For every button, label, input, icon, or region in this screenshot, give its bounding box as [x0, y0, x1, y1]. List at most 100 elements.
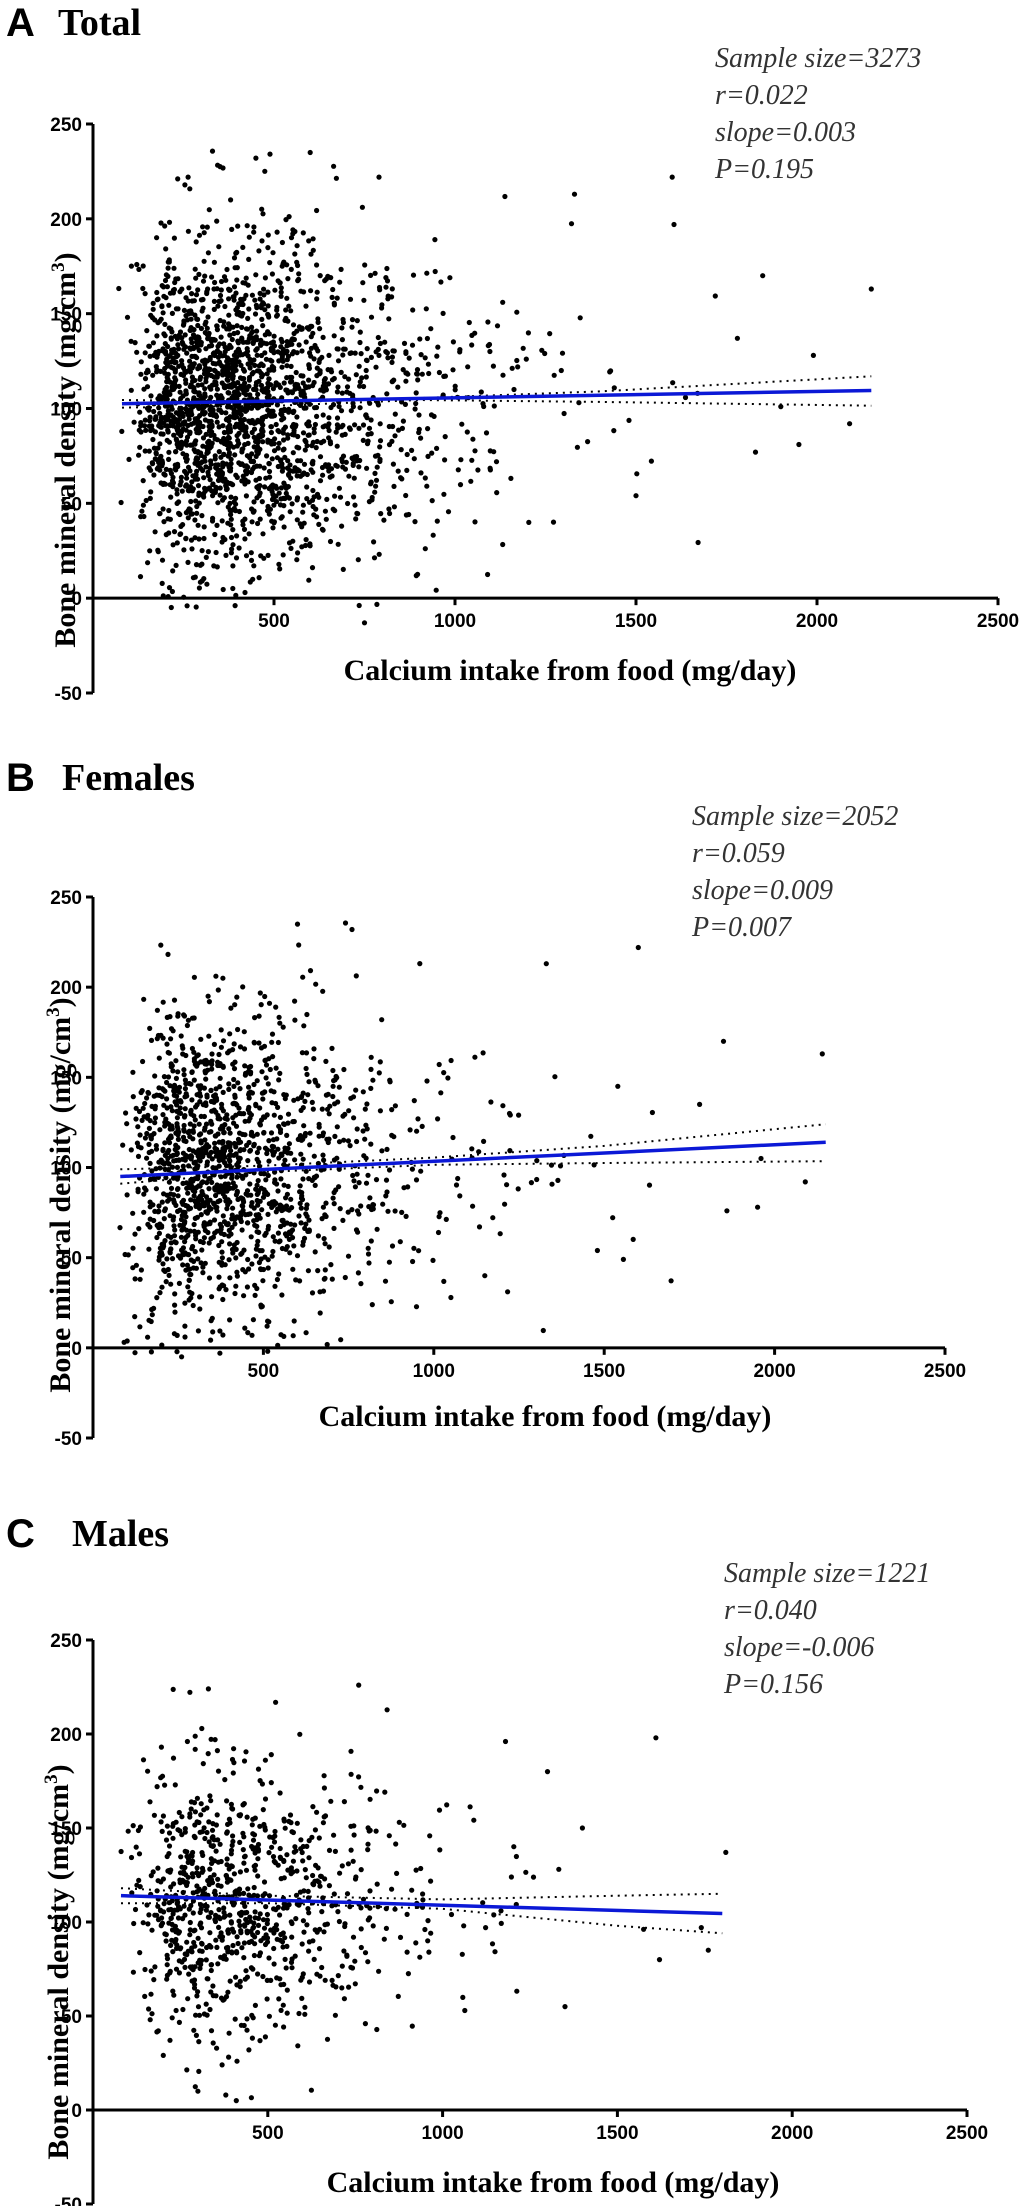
data-point [314, 413, 320, 419]
data-point [283, 350, 289, 356]
data-point [304, 1071, 310, 1077]
y-tick-label: 100 [50, 1159, 82, 1180]
data-point [207, 1866, 213, 1872]
data-point [179, 358, 185, 364]
data-point [339, 432, 345, 438]
data-point [197, 1829, 203, 1835]
data-point [161, 519, 167, 525]
data-point [233, 349, 239, 355]
data-point [237, 420, 243, 426]
data-point [396, 427, 402, 433]
data-point [262, 1824, 268, 1830]
data-point [269, 1031, 276, 1037]
data-point [354, 1138, 360, 1145]
data-point [277, 1114, 283, 1120]
data-point [195, 2004, 202, 2010]
data-point [406, 355, 412, 361]
data-point [432, 268, 438, 275]
data-point [303, 1211, 309, 1217]
data-point [300, 1105, 306, 1111]
data-point [292, 1017, 298, 1023]
data-point [194, 503, 200, 510]
data-point [251, 1920, 257, 1926]
data-point [282, 1935, 288, 1941]
data-point [168, 1061, 174, 1067]
data-point [330, 286, 336, 293]
data-point [169, 2015, 175, 2021]
data-point [257, 1911, 263, 1917]
data-point [239, 324, 245, 330]
data-point [416, 1248, 422, 1254]
data-point [242, 536, 248, 542]
data-point [370, 1923, 376, 1929]
data-point [157, 441, 163, 447]
data-point [234, 1982, 240, 1988]
data-point [389, 1132, 395, 1138]
data-point [184, 1262, 190, 1268]
data-point [253, 1845, 259, 1851]
data-point [300, 509, 306, 515]
data-point [154, 1912, 160, 1918]
y-tick-label: 250 [50, 1631, 82, 1652]
data-point [254, 1131, 260, 1137]
data-point [459, 421, 465, 427]
data-point [130, 1823, 136, 1829]
data-point [132, 1314, 138, 1320]
data-point [254, 1078, 260, 1084]
data-point [265, 388, 271, 395]
data-point [239, 1173, 245, 1179]
data-point [313, 1862, 319, 1868]
regression-line [120, 1893, 723, 1916]
data-point [155, 1917, 162, 1923]
data-point [255, 444, 261, 450]
data-point [337, 1206, 343, 1212]
data-point [354, 1126, 360, 1132]
data-point [333, 175, 339, 181]
data-point [319, 464, 326, 471]
data-point [257, 490, 263, 496]
data-point [802, 1179, 808, 1185]
data-point [291, 1243, 297, 1249]
data-point [181, 1012, 187, 1018]
data-point [162, 365, 168, 372]
data-point [296, 1213, 302, 1219]
y-tick-label: -50 [55, 684, 82, 705]
data-point [223, 1287, 229, 1293]
data-point [196, 334, 202, 340]
data-point [163, 1837, 170, 1843]
data-point [213, 549, 219, 556]
data-point [377, 340, 383, 347]
data-point [150, 461, 156, 467]
data-point [374, 1226, 380, 1232]
data-point [217, 1061, 223, 1067]
data-point [251, 1952, 257, 1959]
data-point [130, 1969, 136, 1975]
data-point [288, 235, 295, 241]
data-point [186, 1856, 192, 1862]
data-point [220, 460, 226, 466]
data-point [200, 435, 207, 441]
data-point [263, 1177, 269, 1183]
data-point [247, 1147, 254, 1153]
data-point [255, 1766, 262, 1772]
data-point [149, 315, 156, 321]
data-point [505, 1289, 511, 1295]
data-point [195, 1960, 201, 1966]
data-point [252, 311, 259, 317]
data-point [206, 1186, 212, 1192]
data-point [253, 1103, 259, 1109]
data-point [251, 434, 257, 440]
data-point [173, 1819, 179, 1825]
data-point [329, 1045, 335, 1051]
data-point [128, 387, 134, 393]
data-point [298, 458, 304, 464]
data-point [171, 286, 177, 293]
data-point [270, 408, 276, 414]
data-point [335, 358, 342, 364]
data-point [282, 1096, 288, 1102]
data-point [193, 239, 199, 245]
data-point [117, 1225, 123, 1231]
y-axis-title-sup: 3 [48, 262, 69, 272]
data-point [201, 1807, 207, 1813]
data-point [369, 497, 375, 503]
